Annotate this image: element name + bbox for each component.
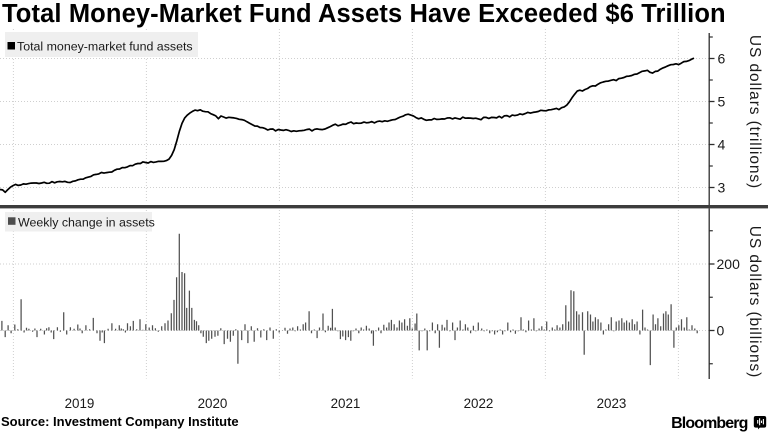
svg-text:Weekly change in assets: Weekly change in assets	[18, 216, 155, 230]
svg-text:6: 6	[718, 51, 726, 67]
svg-text:US dollars (billions): US dollars (billions)	[746, 226, 763, 378]
svg-text:Bloomberg: Bloomberg	[671, 415, 747, 432]
svg-text:2019: 2019	[65, 396, 95, 411]
svg-text:3: 3	[718, 180, 726, 196]
svg-text:200: 200	[717, 256, 741, 272]
svg-text:2021: 2021	[331, 396, 361, 411]
svg-text:2023: 2023	[597, 396, 627, 411]
svg-text:5: 5	[718, 94, 726, 110]
svg-text:Total money-market fund assets: Total money-market fund assets	[17, 40, 193, 54]
svg-text:US dollars (trillions): US dollars (trillions)	[746, 35, 763, 189]
svg-text:4: 4	[718, 137, 726, 153]
svg-text:0: 0	[717, 323, 725, 339]
svg-text:2022: 2022	[464, 396, 494, 411]
svg-text:2020: 2020	[198, 396, 228, 411]
